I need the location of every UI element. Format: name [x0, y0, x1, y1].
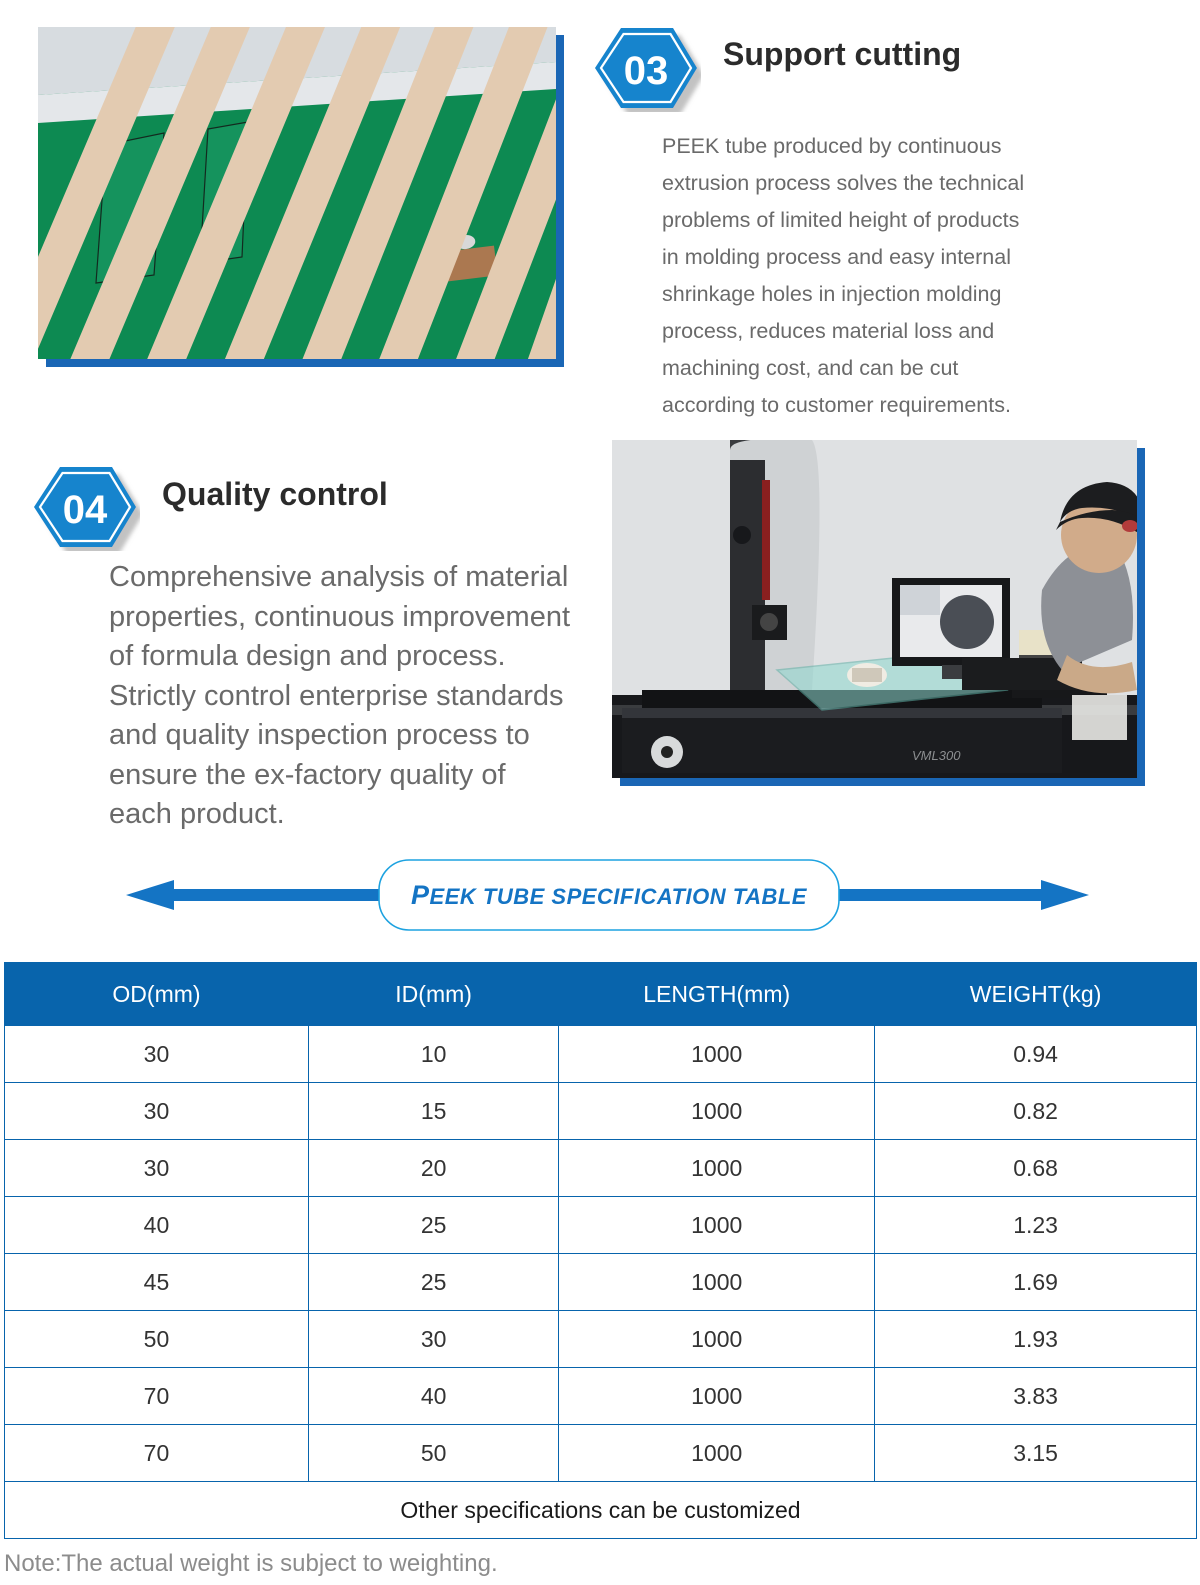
svg-text:04: 04	[63, 488, 108, 532]
svg-text:PEEK TUBE SPECIFICATION TABLE: PEEK TUBE SPECIFICATION TABLE	[411, 880, 808, 910]
svg-text:03: 03	[624, 49, 669, 93]
svg-text:VML300: VML300	[912, 748, 961, 763]
